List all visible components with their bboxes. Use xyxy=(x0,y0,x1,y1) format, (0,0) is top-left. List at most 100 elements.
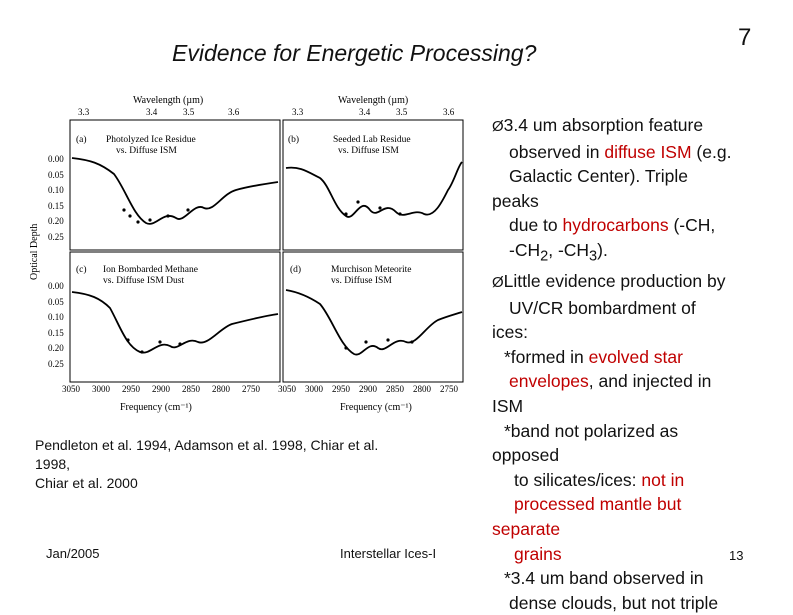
top-tick: 3.6 xyxy=(443,107,455,117)
x-tick: 3000 xyxy=(92,384,111,394)
data-point xyxy=(344,212,348,216)
bullet-line: ØLittle evidence production by xyxy=(492,271,726,292)
arrow-bullet-icon: Ø xyxy=(492,274,504,292)
panel-subtitle: vs. Diffuse ISM xyxy=(338,145,399,156)
data-point xyxy=(356,200,360,204)
figure-caption: Pendleton et al. 1994, Adamson et al. 19… xyxy=(35,436,475,493)
panel-tag: (b) xyxy=(288,134,299,145)
x-tick: 2900 xyxy=(359,384,378,394)
panel-b-frame xyxy=(282,119,464,251)
bullet-line: dense clouds, but not triple xyxy=(509,592,719,613)
x-tick: 2750 xyxy=(440,384,459,394)
data-point xyxy=(398,212,402,216)
x-tick: 3000 xyxy=(305,384,324,394)
panel-tag: (a) xyxy=(76,134,87,145)
bullet-line: processed mantle but xyxy=(514,494,682,515)
slide-number: 13 xyxy=(729,548,744,563)
bullet-line: Ø3.4 um absorption feature xyxy=(492,115,704,135)
y-tick: 0.15 xyxy=(48,201,64,211)
top-tick: 3.3 xyxy=(292,107,304,117)
top-axis-label: Wavelength (µm) xyxy=(133,95,203,106)
x-tick: 2950 xyxy=(122,384,141,394)
caption-line: 1998, xyxy=(35,456,71,472)
data-point xyxy=(148,218,152,222)
x-tick: 2800 xyxy=(212,384,231,394)
data-point xyxy=(126,338,130,342)
data-point xyxy=(364,340,368,344)
y-tick: 0.00 xyxy=(48,281,64,291)
top-axis-label-right: Wavelength (µm) xyxy=(338,95,408,106)
bullet-line: peaks xyxy=(492,190,539,211)
data-point xyxy=(186,208,190,212)
panel-d-curve xyxy=(285,289,463,356)
panel-title: Seeded Lab Residue xyxy=(333,135,411,145)
x-tick: 2750 xyxy=(242,384,261,394)
top-tick: 3.3 xyxy=(78,107,90,117)
bullet-line: to silicates/ices: not in xyxy=(514,469,685,490)
top-tick: 3.5 xyxy=(183,107,195,117)
data-point xyxy=(344,346,348,350)
bullet-text: Ø3.4 um absorption feature observed in d… xyxy=(492,113,782,615)
x-axis-label-right: Frequency (cm⁻¹) xyxy=(340,402,412,413)
bullet-line: *formed in evolved star xyxy=(504,346,683,367)
x-tick: 3050 xyxy=(278,384,297,394)
top-tick: 3.4 xyxy=(146,107,158,117)
panel-title: Murchison Meteorite xyxy=(331,265,411,275)
y-tick: 0.20 xyxy=(48,343,64,353)
data-point xyxy=(166,214,170,218)
x-tick: 2900 xyxy=(152,384,171,394)
x-tick: 2850 xyxy=(182,384,201,394)
slide-title: Evidence for Energetic Processing? xyxy=(172,40,537,66)
bullet-line: separate xyxy=(492,519,561,539)
arrow-bullet-icon: Ø xyxy=(492,118,504,135)
y-tick: 0.05 xyxy=(48,170,64,180)
x-tick: 2950 xyxy=(332,384,351,394)
bullet-line: observed in diffuse ISM (e.g. xyxy=(509,141,732,162)
y-tick: 0.00 xyxy=(48,154,64,164)
bullet-line: ISM xyxy=(492,396,524,417)
data-point xyxy=(136,220,140,224)
top-tick: 3.4 xyxy=(359,107,371,117)
top-tick: 3.5 xyxy=(396,107,408,117)
x-tick: 3050 xyxy=(62,384,81,394)
y-tick: 0.20 xyxy=(48,216,64,226)
panel-tag: (d) xyxy=(290,264,301,275)
x-tick: 2850 xyxy=(386,384,405,394)
bullet-line: envelopes, and injected in xyxy=(509,371,712,392)
caption-line: Pendleton et al. 1994, Adamson et al. 19… xyxy=(35,437,379,453)
panel-a-curve xyxy=(71,157,279,225)
y-axis-label: Optical Depth xyxy=(29,224,40,280)
panel-c-curve xyxy=(71,291,279,354)
footer-text: Interstellar Ices-I xyxy=(340,546,437,561)
panel-subtitle: vs. Diffuse ISM Dust xyxy=(103,275,184,286)
y-tick: 0.10 xyxy=(48,185,64,195)
data-point xyxy=(410,340,414,344)
caption-line: Chiar et al. 2000 xyxy=(35,475,138,491)
y-tick: 0.25 xyxy=(48,232,64,242)
data-point xyxy=(122,208,126,212)
bullet-line: Galactic Center). Triple xyxy=(509,166,688,187)
bullet-line: -CH2, -CH3). xyxy=(509,239,608,265)
bullet-line: UV/CR bombardment of xyxy=(509,297,696,318)
data-point xyxy=(140,350,144,354)
panel-c-frame xyxy=(69,251,281,383)
bullet-line: ices: xyxy=(492,322,528,343)
data-point xyxy=(128,214,132,218)
panel-title: Photolyzed Ice Residue xyxy=(106,135,196,145)
bullet-line: *3.4 um band observed in xyxy=(504,568,704,589)
data-point xyxy=(386,338,390,342)
panel-b-curve xyxy=(285,161,463,218)
bullet-line: grains xyxy=(514,543,562,564)
panel-title: Ion Bombarded Methane xyxy=(103,265,198,275)
footer-date: Jan/2005 xyxy=(46,546,100,561)
spectra-figure: Wavelength (µm) Wavelength (µm) 3.3 3.4 … xyxy=(29,95,464,413)
top-tick: 3.6 xyxy=(228,107,240,117)
x-axis-label: Frequency (cm⁻¹) xyxy=(120,402,192,413)
bullet-line: opposed xyxy=(492,445,560,466)
bullet-line: due to hydrocarbons (-CH, xyxy=(509,215,716,236)
y-tick: 0.15 xyxy=(48,328,64,338)
panel-d-frame xyxy=(282,251,464,383)
data-point xyxy=(178,342,182,346)
y-tick: 0.25 xyxy=(48,359,64,369)
panel-subtitle: vs. Diffuse ISM xyxy=(116,145,177,156)
